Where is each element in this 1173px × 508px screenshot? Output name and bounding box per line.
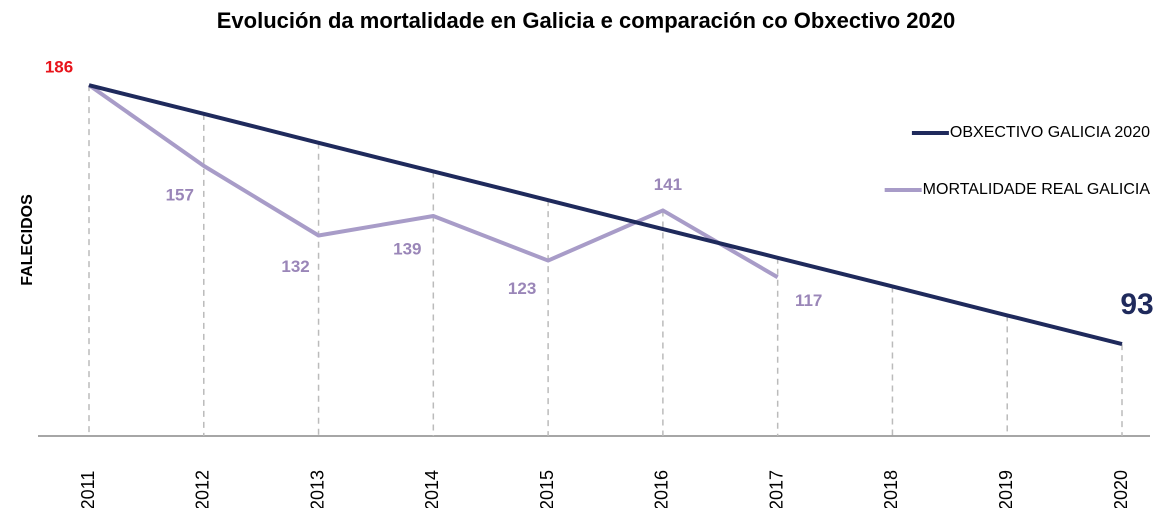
data-label: 186 xyxy=(45,58,73,77)
x-tick-label: 2014 xyxy=(422,470,442,508)
series-line xyxy=(88,83,1123,347)
data-label: 157 xyxy=(166,185,194,204)
data-label: 141 xyxy=(654,175,682,194)
x-tick-label: 2016 xyxy=(652,470,672,508)
series-line xyxy=(87,83,779,280)
x-tick-label: 2019 xyxy=(996,470,1016,508)
x-tick-label: 2018 xyxy=(881,470,901,508)
chart-title: Evolución da mortalidade en Galicia e co… xyxy=(217,8,955,33)
x-tick-label: 2017 xyxy=(766,470,786,508)
data-label: 123 xyxy=(508,279,536,298)
x-tick-label: 2015 xyxy=(537,470,557,508)
y-axis-label: FALECIDOS xyxy=(19,194,36,286)
data-label: 132 xyxy=(281,257,309,276)
data-label: 117 xyxy=(795,291,822,310)
data-label: 93 xyxy=(1120,288,1153,321)
legend-label: OBXECTIVO GALICIA 2020 xyxy=(950,124,1150,141)
x-tick-label: 2011 xyxy=(78,471,98,508)
x-tick-label: 2012 xyxy=(193,470,213,508)
legend-label: MORTALIDADE REAL GALICIA xyxy=(923,181,1151,198)
x-tick-label: 2020 xyxy=(1111,470,1131,508)
x-tick-label: 2013 xyxy=(307,470,327,508)
data-label: 139 xyxy=(393,239,421,258)
